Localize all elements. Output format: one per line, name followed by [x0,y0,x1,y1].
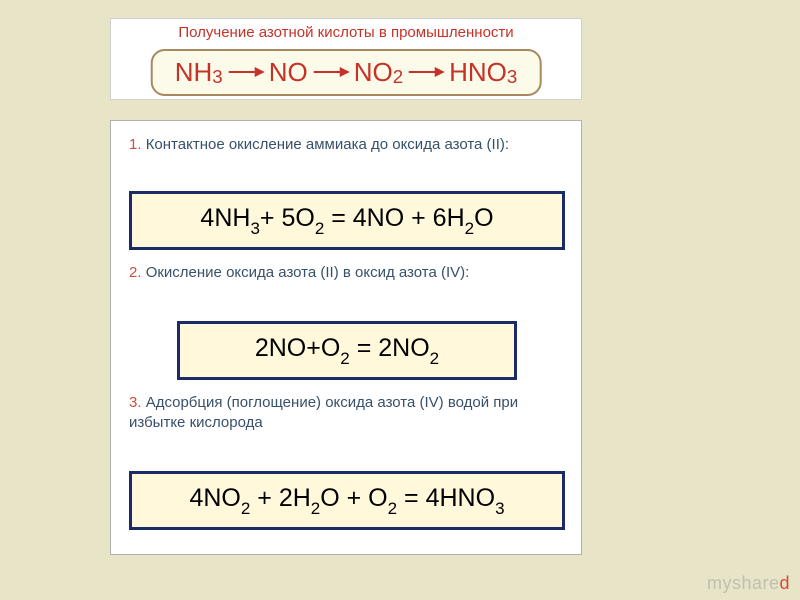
watermark-accent: d [779,573,790,593]
equation-fragment: = 4NO + 6H [324,204,464,232]
step-number: 2. [129,264,146,281]
watermark: myshared [707,573,790,594]
arrow-icon [409,71,443,73]
equation-subscript: 3 [495,499,504,518]
step-caption: 3. Адсорбция (поглощение) оксида азота (… [129,393,559,434]
steps-panel: 1. Контактное окисление аммиака до оксид… [110,120,582,555]
equation-fragment: = 4HNO [397,484,495,512]
scheme-species: NO [269,57,308,88]
equation-subscript: 2 [241,499,250,518]
equation-fragment: + 2H [250,484,310,512]
page-title: Получение азотной кислоты в промышленнос… [111,24,581,41]
arrow-icon [314,71,348,73]
equation-fragment: O [474,204,493,232]
equation-fragment: O + O [320,484,387,512]
scheme-subscript: 2 [393,66,403,88]
step-caption: 2. Окисление оксида азота (II) в оксид а… [129,263,559,283]
equation-subscript: 3 [250,219,259,238]
equation-fragment: 4NO [189,484,240,512]
arrow-icon [229,71,263,73]
equation-subscript: 2 [340,349,349,368]
equation-subscript: 2 [311,499,320,518]
equation-fragment: = 2NO [350,334,430,362]
equation-subscript: 2 [315,219,324,238]
step-caption: 1. Контактное окисление аммиака до оксид… [129,135,559,155]
equation-fragment: 4NH [200,204,250,232]
reaction-scheme: NH3NONO2HNO3 [151,49,542,96]
step-text: Окисление оксида азота (II) в оксид азот… [146,264,470,281]
scheme-species: NH [175,57,213,88]
equation-fragment: + 5O [260,204,315,232]
equation-subscript: 2 [430,349,439,368]
equation-subscript: 2 [388,499,397,518]
scheme-species: NO [354,57,393,88]
equation-fragment: 2NO+O [255,334,340,362]
title-band: Получение азотной кислоты в промышленнос… [110,18,582,100]
step-text: Контактное окисление аммиака до оксида а… [146,136,509,153]
scheme-subscript: 3 [212,66,222,88]
scheme-species: HNO [449,57,507,88]
step-text: Адсорбция (поглощение) оксида азота (IV)… [129,394,518,431]
watermark-text: myshare [707,573,780,593]
equation-box: 4NH3+ 5O2 = 4NO + 6H2O [129,191,565,250]
equation-box: 4NO2 + 2H2O + O2 = 4HNO3 [129,471,565,530]
scheme-subscript: 3 [507,66,517,88]
equation-box: 2NO+O2 = 2NO2 [177,321,517,380]
equation-subscript: 2 [465,219,474,238]
step-number: 1. [129,136,146,153]
step-number: 3. [129,394,146,411]
